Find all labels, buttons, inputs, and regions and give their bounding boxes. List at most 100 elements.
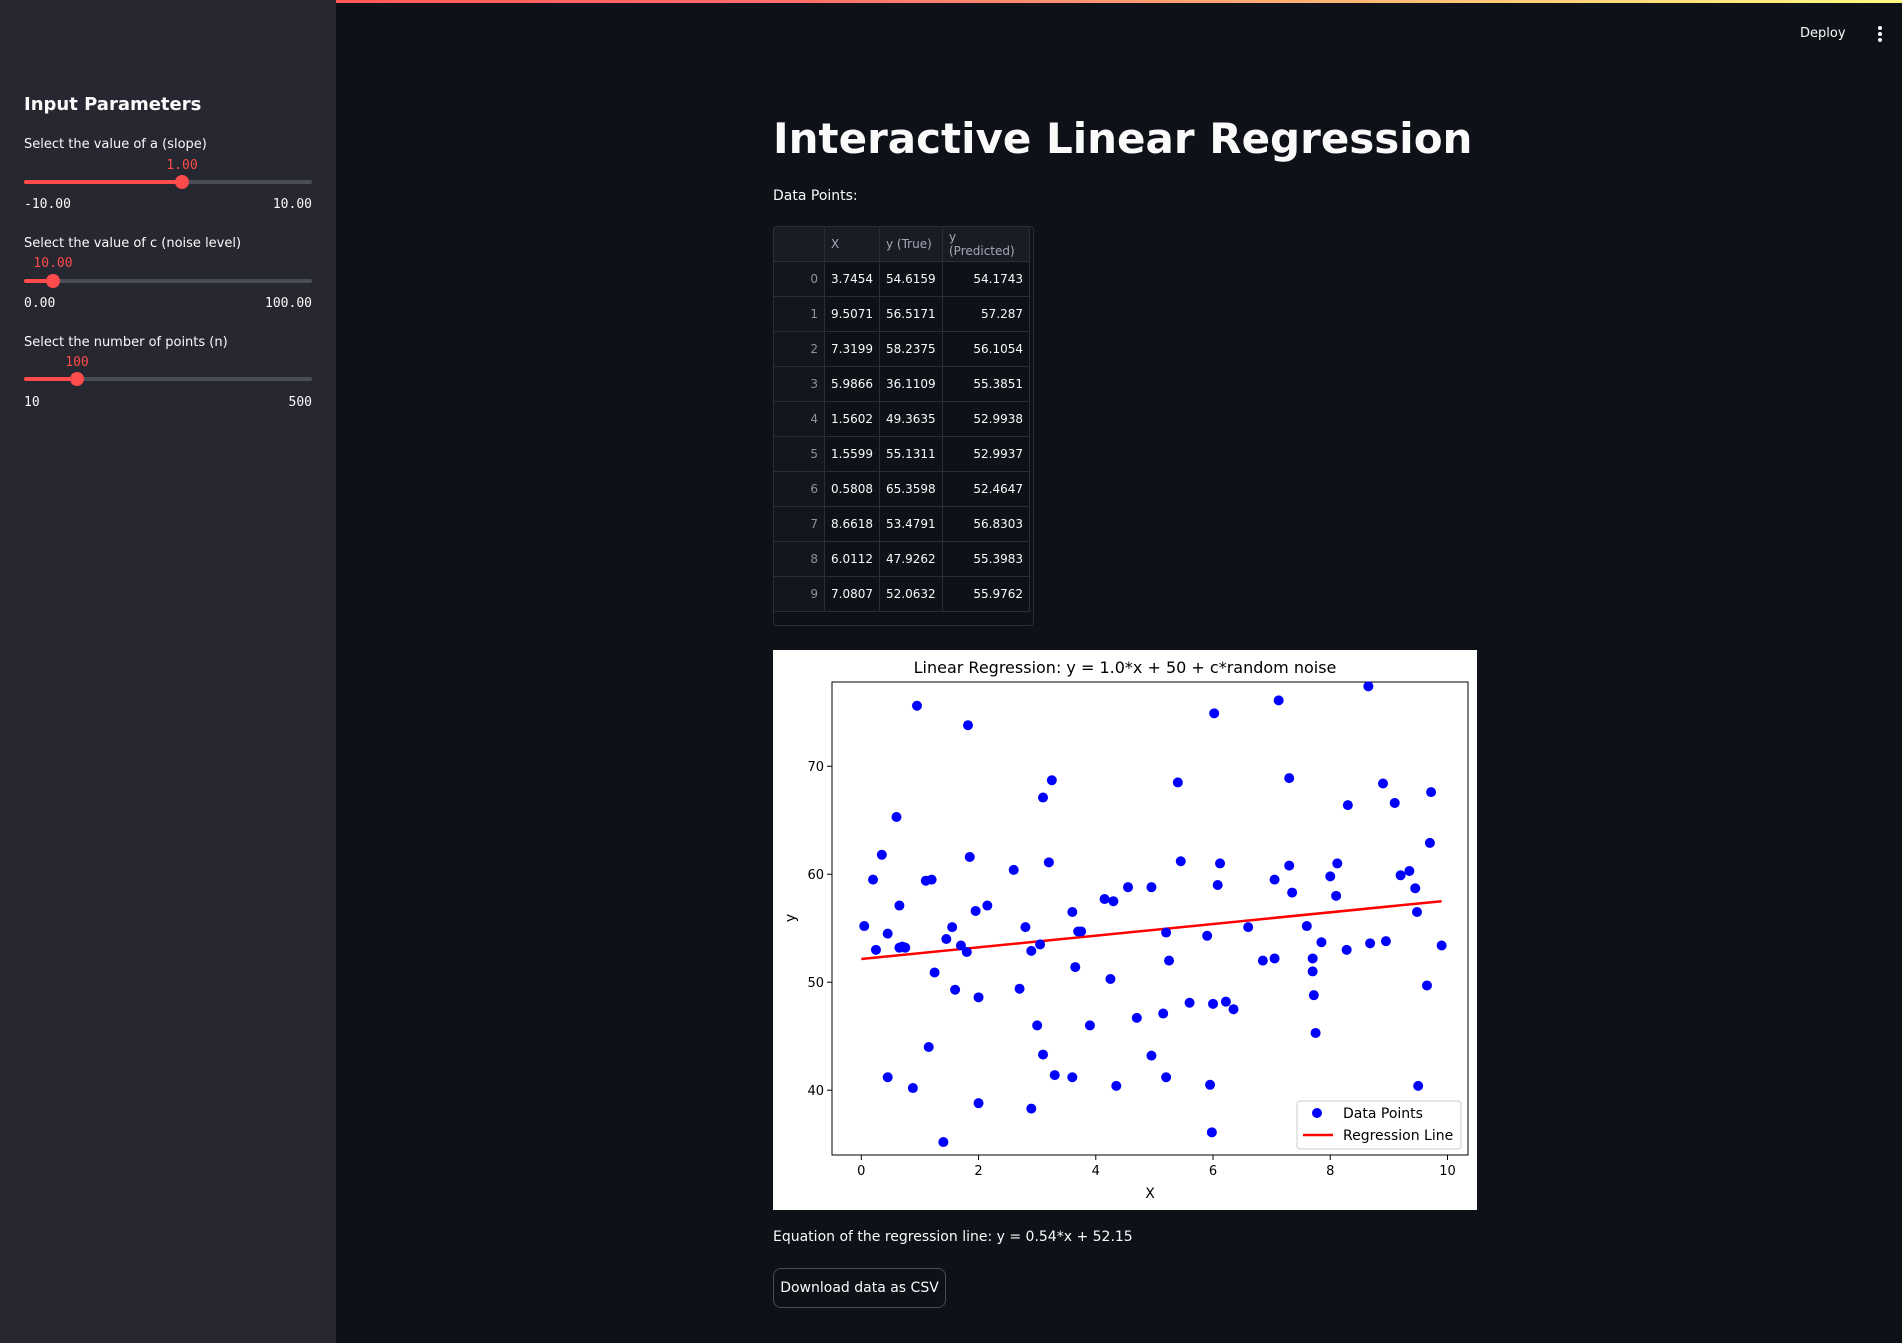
table-cell-y-predicted[interactable]: 54.1743 <box>942 261 1030 297</box>
table-row[interactable]: 3 5.9866 36.1109 55.3851 <box>774 366 1030 402</box>
deploy-button[interactable]: Deploy <box>1800 26 1846 41</box>
data-point <box>1084 1020 1095 1031</box>
data-point <box>1424 837 1435 848</box>
table-cell-index[interactable]: 2 <box>774 331 825 367</box>
data-point <box>1380 936 1391 947</box>
table-row[interactable]: 4 1.5602 49.3635 52.9938 <box>774 401 1030 437</box>
legend-marker-data-points <box>1312 1108 1322 1118</box>
table-cell-x[interactable]: 8.6618 <box>824 506 880 542</box>
data-point <box>1043 857 1054 868</box>
data-point <box>973 1098 984 1109</box>
table-cell-y-true[interactable]: 53.4791 <box>879 506 943 542</box>
table-cell-x[interactable]: 5.9866 <box>824 366 880 402</box>
slope-slider[interactable] <box>24 175 312 189</box>
table-row[interactable]: 0 3.7454 54.6159 54.1743 <box>774 261 1030 297</box>
data-point <box>1228 1004 1239 1015</box>
data-point <box>1020 922 1031 933</box>
noise-slider-thumb[interactable] <box>46 274 60 288</box>
data-point <box>955 940 966 951</box>
table-row[interactable]: 1 9.5071 56.5171 57.287 <box>774 296 1030 332</box>
table-row[interactable]: 6 0.5808 65.3598 52.4647 <box>774 471 1030 507</box>
regression-chart: Linear Regression: y = 1.0*x + 50 + c*ra… <box>773 650 1477 1210</box>
data-point <box>1301 921 1312 932</box>
table-cell-index[interactable]: 5 <box>774 436 825 472</box>
data-point <box>1205 1079 1216 1090</box>
data-point <box>1172 777 1183 788</box>
sidebar-title: Input Parameters <box>24 94 202 115</box>
slope-slider-fill <box>24 180 182 184</box>
table-cell-y-true[interactable]: 36.1109 <box>879 366 943 402</box>
table-cell-y-true[interactable]: 65.3598 <box>879 471 943 507</box>
data-point <box>1035 939 1046 950</box>
noise-slider[interactable] <box>24 274 312 288</box>
points-slider[interactable] <box>24 372 312 386</box>
table-cell-x[interactable]: 0.5808 <box>824 471 880 507</box>
table-row[interactable]: 8 6.0112 47.9262 55.3983 <box>774 541 1030 577</box>
data-table[interactable]: X y (True) y (Predicted) 0 3.7454 54.6159 5… <box>773 226 1034 626</box>
table-cell-x[interactable]: 3.7454 <box>824 261 880 297</box>
table-cell-x[interactable]: 1.5599 <box>824 436 880 472</box>
table-cell-index[interactable]: 4 <box>774 401 825 437</box>
data-point <box>1184 997 1195 1008</box>
table-cell-index[interactable]: 9 <box>774 576 825 612</box>
data-point <box>1215 858 1226 869</box>
kebab-menu-icon[interactable] <box>1876 26 1884 44</box>
data-point <box>1413 1080 1424 1091</box>
table-cell-y-true[interactable]: 54.6159 <box>879 261 943 297</box>
table-cell-y-predicted[interactable]: 56.8303 <box>942 506 1030 542</box>
table-cell-x[interactable]: 9.5071 <box>824 296 880 332</box>
data-point <box>1070 962 1081 973</box>
table-row[interactable]: 2 7.3199 58.2375 56.1054 <box>774 331 1030 367</box>
table-cell-y-predicted[interactable]: 52.9937 <box>942 436 1030 472</box>
table-cell-index[interactable]: 8 <box>774 541 825 577</box>
noise-slider-label: Select the value of c (noise level) <box>24 236 242 251</box>
table-cell-y-predicted[interactable]: 55.9762 <box>942 576 1030 612</box>
table-cell-y-true[interactable]: 52.0632 <box>879 576 943 612</box>
table-cell-index[interactable]: 0 <box>774 261 825 297</box>
data-point <box>1099 894 1110 905</box>
data-point <box>1158 1008 1169 1019</box>
table-cell-y-true[interactable]: 56.5171 <box>879 296 943 332</box>
table-cell-index[interactable]: 7 <box>774 506 825 542</box>
column-header-index[interactable] <box>774 227 825 262</box>
column-header-x[interactable]: X <box>824 227 880 262</box>
table-cell-index[interactable]: 1 <box>774 296 825 332</box>
table-cell-y-true[interactable]: 49.3635 <box>879 401 943 437</box>
data-point <box>1131 1012 1142 1023</box>
data-point <box>1316 937 1327 948</box>
slope-slider-min: -10.00 <box>24 197 71 212</box>
slope-slider-thumb[interactable] <box>175 175 189 189</box>
table-cell-y-true[interactable]: 47.9262 <box>879 541 943 577</box>
data-point <box>1389 797 1400 808</box>
table-cell-x[interactable]: 6.0112 <box>824 541 880 577</box>
table-cell-y-predicted[interactable]: 52.9938 <box>942 401 1030 437</box>
table-cell-y-predicted[interactable]: 52.4647 <box>942 471 1030 507</box>
data-point <box>1049 1070 1060 1081</box>
table-cell-y-predicted[interactable]: 57.287 <box>942 296 1030 332</box>
column-header-y-true[interactable]: y (True) <box>879 227 943 262</box>
table-cell-y-true[interactable]: 55.1311 <box>879 436 943 472</box>
table-cell-y-predicted[interactable]: 56.1054 <box>942 331 1030 367</box>
data-point <box>1287 887 1298 898</box>
data-point <box>970 905 981 916</box>
data-point <box>1243 922 1254 933</box>
points-slider-thumb[interactable] <box>70 372 84 386</box>
table-cell-y-predicted[interactable]: 55.3851 <box>942 366 1030 402</box>
chart-legend: Data Points Regression Line <box>1296 1100 1462 1150</box>
table-cell-x[interactable]: 7.3199 <box>824 331 880 367</box>
table-cell-y-true[interactable]: 58.2375 <box>879 331 943 367</box>
column-header-y-predicted[interactable]: y (Predicted) <box>942 227 1030 262</box>
data-point <box>1209 708 1220 719</box>
table-cell-x[interactable]: 1.5602 <box>824 401 880 437</box>
table-row[interactable]: 9 7.0807 52.0632 55.9762 <box>774 576 1030 612</box>
table-row[interactable]: 5 1.5599 55.1311 52.9937 <box>774 436 1030 472</box>
data-point <box>1308 990 1319 1001</box>
table-row[interactable]: 7 8.6618 53.4791 56.8303 <box>774 506 1030 542</box>
y-tick-label: 50 <box>807 976 824 991</box>
table-cell-index[interactable]: 6 <box>774 471 825 507</box>
data-point <box>950 984 961 995</box>
table-cell-y-predicted[interactable]: 55.3983 <box>942 541 1030 577</box>
table-cell-index[interactable]: 3 <box>774 366 825 402</box>
download-csv-button[interactable]: Download data as CSV <box>773 1268 946 1308</box>
table-cell-x[interactable]: 7.0807 <box>824 576 880 612</box>
